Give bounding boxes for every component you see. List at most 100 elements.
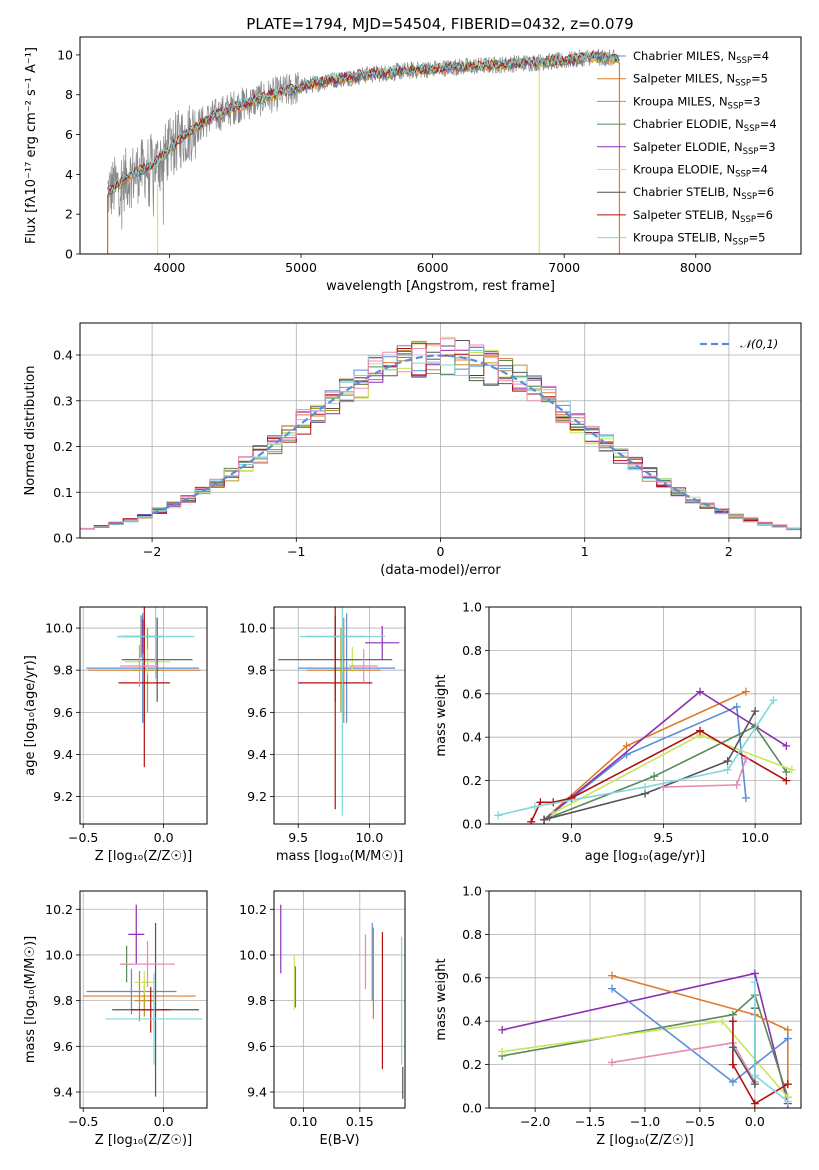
weight-marker (783, 1097, 792, 1106)
y-tick-label: 8 (65, 87, 73, 102)
plot-area (80, 336, 801, 533)
errorbar-point (83, 970, 196, 1022)
weight-line (543, 690, 787, 821)
weight-marker (750, 978, 759, 987)
weight-series (549, 731, 796, 818)
plot-area (107, 48, 621, 254)
weight-marker (783, 1025, 792, 1034)
weight-marker (696, 687, 705, 696)
weight-marker (494, 811, 503, 820)
legend-label: 𝒩(0,1) (740, 337, 778, 351)
axes-frame (79, 322, 802, 539)
weight-marker (783, 1080, 792, 1089)
y-tick-label: 9.4 (247, 1085, 267, 1100)
gaussian-reference (151, 354, 727, 515)
y-tick-label: 0.6 (462, 970, 482, 985)
plot-area (278, 607, 400, 816)
weight-line (611, 974, 789, 1085)
weight-series (750, 978, 792, 1106)
errorbar-point (121, 617, 193, 702)
weight-line (543, 690, 747, 821)
weight-marker (732, 702, 741, 711)
y-axis-label: Normed distribution (23, 366, 38, 496)
weight-marker (717, 1017, 726, 1026)
y-tick-label: 9.8 (53, 663, 73, 678)
errorbar-point (298, 613, 396, 723)
x-axis-label: Z [log₁₀(Z/Z☉)] (95, 1133, 192, 1148)
errorbar-point (128, 904, 145, 965)
x-tick-label: 4000 (154, 260, 186, 275)
errorbar-point (349, 649, 378, 683)
weight-marker (750, 1080, 759, 1089)
y-tick-label: 1.0 (462, 600, 482, 615)
y-tick-label: 0.3 (53, 393, 73, 408)
legend: 𝒩(0,1) (700, 337, 778, 351)
weight-marker (650, 772, 659, 781)
y-tick-label: 0.4 (462, 1014, 482, 1029)
errorbar-point (120, 644, 159, 688)
errorbar-point (105, 973, 203, 1065)
errorbar-point (116, 607, 195, 679)
y-tick-label: 9.8 (247, 993, 267, 1008)
x-tick-label: −0.5 (68, 830, 98, 845)
axes-frame (488, 606, 802, 825)
legend-label: Chabrier STELIB, NSSP=6 (633, 185, 774, 202)
weight-marker (750, 1071, 759, 1080)
legend: Chabrier MILES, NSSP=4 Salpeter MILES, NS… (597, 49, 777, 248)
y-tick-label: 0.4 (462, 730, 482, 745)
weight-line (663, 758, 747, 788)
weight-marker (608, 984, 617, 993)
x-tick-label: 9.5 (653, 830, 673, 845)
x-tick-label: 0.10 (289, 1114, 317, 1129)
y-tick-label: 9.4 (53, 747, 73, 762)
weight-line (549, 725, 787, 819)
weight-marker (782, 767, 791, 776)
x-axis-label: Z [log₁₀(Z/Z☉)] (95, 849, 192, 864)
model-spectrum (107, 52, 620, 195)
weight-marker (549, 809, 558, 818)
y-axis-label: mass weight (434, 674, 449, 756)
weight-marker (732, 780, 741, 789)
weight-marker (783, 1034, 792, 1043)
weight-marker (782, 776, 791, 785)
panel-weight-vs-Z: −2.0 −1.5 −1.0 −0.5 0.0 0.0 0.2 0.4 0.6 0.8 1.0 Z [… (434, 884, 802, 1148)
weight-marker (728, 1060, 737, 1069)
weight-line (498, 699, 775, 817)
y-axis-label: mass weight (434, 958, 449, 1040)
x-tick-label: 9.0 (562, 830, 582, 845)
weight-line (543, 705, 747, 821)
y-tick-label: 0.1 (53, 485, 73, 500)
weight-line (732, 1021, 789, 1105)
y-tick-label: 10 (57, 47, 73, 62)
x-tick-label: 8000 (680, 260, 712, 275)
x-tick-label: 0 (437, 544, 445, 559)
y-tick-label: 2 (65, 207, 73, 222)
x-tick-label: −1.5 (575, 1114, 605, 1129)
errorbar-point (131, 986, 171, 1033)
errorbar-point (299, 607, 386, 816)
plot-area (498, 969, 792, 1108)
y-tick-label: 10.0 (239, 621, 267, 636)
plot-area (280, 904, 404, 1099)
model-spectrum (107, 50, 620, 194)
x-tick-label: 6000 (417, 260, 449, 275)
x-axis-label: E(B-V) (319, 1133, 359, 1148)
weight-marker (540, 815, 549, 824)
x-tick-label: 1 (581, 544, 589, 559)
x-tick-label: 0.0 (154, 830, 174, 845)
x-tick-label: 0.0 (154, 1114, 174, 1129)
x-axis-label: age [log₁₀(age/yr)] (585, 849, 706, 864)
x-tick-label: −2 (143, 544, 161, 559)
weight-marker (641, 783, 649, 792)
legend-label: Kroupa STELIB, NSSP=5 (633, 231, 765, 248)
panel-age-vs-mass: 9.5 10.0 9.2 9.4 9.6 9.8 10.0 mass [log₁₀(M/M☉)… (239, 606, 406, 864)
weight-marker (741, 793, 750, 802)
y-tick-label: 9.8 (53, 993, 73, 1008)
panel-residuals: −2 −1 0 1 2 0.0 0.1 0.2 0.3 0.4 (data-model)/error… (23, 322, 802, 578)
x-tick-label: −0.5 (685, 1114, 715, 1129)
y-tick-label: 10.2 (239, 902, 267, 917)
x-tick-label: 10.0 (355, 830, 383, 845)
y-tick-label: 10.0 (239, 947, 267, 962)
